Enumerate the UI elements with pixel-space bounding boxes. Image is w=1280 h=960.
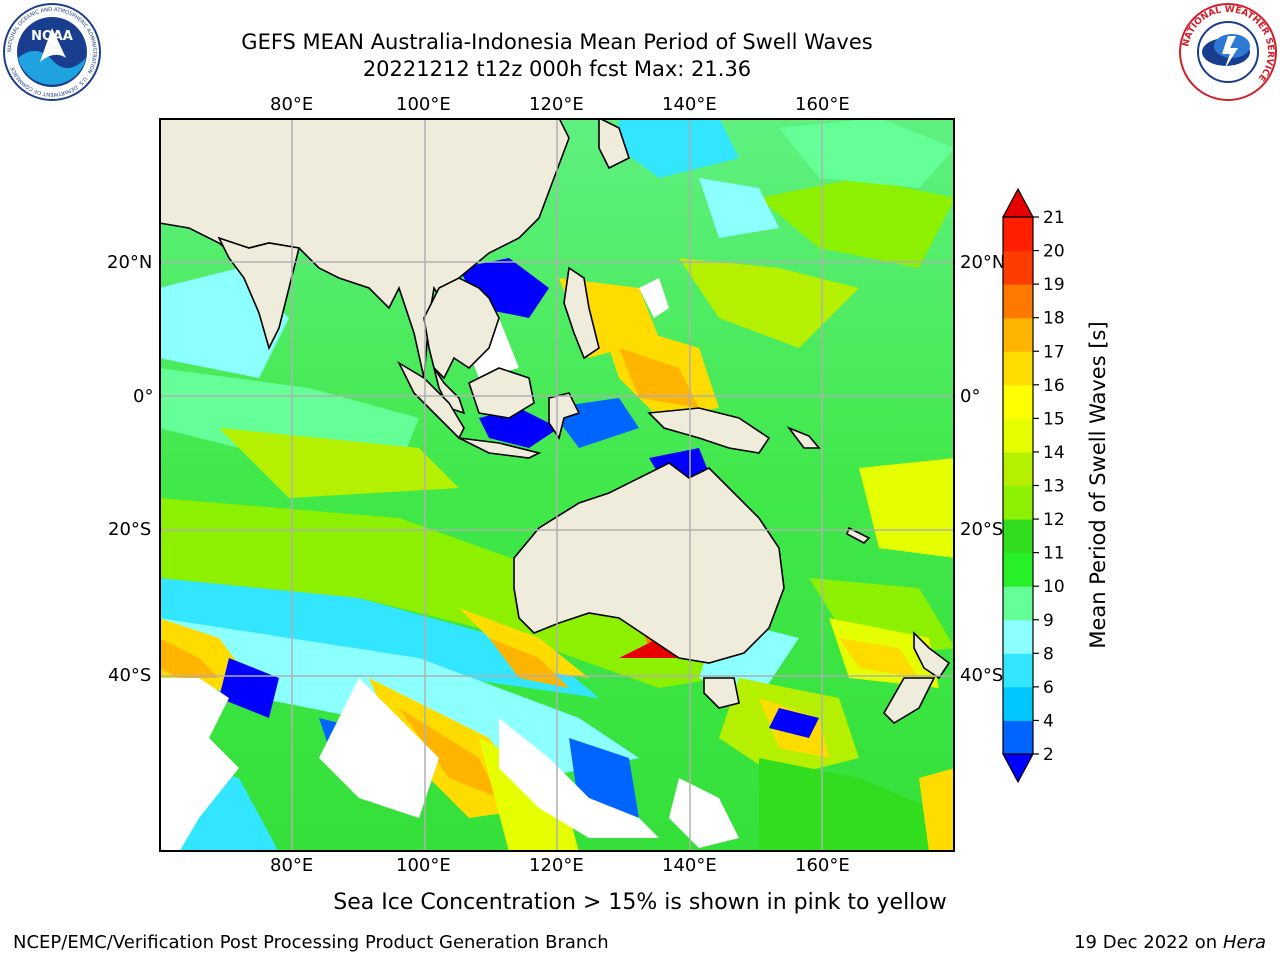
land-tasmania [703,677,740,709]
lon-tick-bottom: 100°E [396,855,451,876]
land-java [458,437,542,459]
colorbar-segment [1003,250,1033,285]
colorbar-tick-label: 2 [1043,745,1054,765]
colorbar-tick-label: 10 [1043,577,1065,597]
noaa-logo: NATIONAL OCEANIC AND ATMOSPHERIC ADMINIS… [3,3,101,101]
colorbar-extend-min [1001,753,1035,784]
credit-left: NCEP/EMC/Verification Post Processing Pr… [13,932,609,953]
colorbar-tick-label: 20 [1043,242,1065,262]
land-philippines [563,266,600,360]
colorbar-segment [1003,720,1033,755]
credit-host: Hera [1222,932,1266,953]
graticule [159,118,955,852]
lat-tick-right: 20°S [960,519,1004,540]
colorbar-tick-label: 6 [1043,678,1054,698]
colorbar-tick-label: 4 [1043,711,1054,731]
colorbar-segment [1003,384,1033,419]
land-solomon [786,426,821,449]
colorbar-segment [1003,552,1033,587]
colorbar-segment [1003,485,1033,520]
lon-tick-bottom: 120°E [529,855,584,876]
lat-tick-right: 0° [960,386,981,407]
colorbar-tick-label: 18 [1043,309,1065,329]
lon-tick-top: 160°E [795,94,850,115]
colorbar-segment [1003,217,1033,252]
lat-tick-right: 20°N [960,252,1006,273]
colorbar-segment [1003,686,1033,721]
colorbar-tick-label: 16 [1043,376,1065,396]
lat-tick-right: 40°S [960,665,1004,686]
lon-tick-bottom: 140°E [662,855,717,876]
land-japan [598,118,630,170]
lon-tick-bottom: 160°E [795,855,850,876]
lon-tick-top: 80°E [270,94,314,115]
lon-tick-bottom: 80°E [270,855,314,876]
land-india [217,236,300,351]
colorbar-tick-label: 12 [1043,510,1065,530]
colorbar-label: Mean Period of Swell Waves [s] [1086,321,1110,648]
land-new-zealand-south [883,677,936,725]
colorbar-segment [1003,351,1033,386]
colorbar-segment [1003,451,1033,486]
colorbar-tick-label: 21 [1043,208,1065,228]
land-sumatra [397,360,465,440]
land-new-zealand-north [913,631,951,680]
colorbar-tick-label: 8 [1043,644,1054,664]
sea-ice-note: Sea Ice Concentration > 15% is shown in … [333,890,947,915]
lat-tick-left: 0° [133,386,154,407]
colorbar-segment [1003,418,1033,453]
map-subtitle: 20221212 t12z 000h fcst Max: 21.36 [362,57,752,81]
map-title: GEFS MEAN Australia-Indonesia Mean Perio… [241,30,873,54]
credit-date: 19 Dec 2022 on [1074,932,1218,953]
colorbar-tick-label: 11 [1043,544,1065,564]
map-border [159,118,955,852]
lat-tick-left: 40°S [108,665,152,686]
colorbar-segment [1003,586,1033,621]
noaa-wordmark: NOAA [31,29,73,44]
colorbar-tick-label: 15 [1043,409,1065,429]
colorbar-segment [1003,284,1033,319]
land [159,118,951,725]
colorbar-ticks: 2 4 6 8 9 10 11 12 13 14 15 16 17 18 19 20 21 [1033,208,1065,765]
colorbar-segments [1001,187,1035,784]
colorbar-tick-label: 19 [1043,275,1065,295]
colorbar-extend-max [1001,187,1035,218]
credit-right: 19 Dec 2022 on Hera [1074,932,1266,953]
colorbar-tick-label: 9 [1043,611,1054,631]
lat-tick-left: 20°S [108,519,152,540]
colorbar-segment [1003,653,1033,688]
lon-tick-top: 100°E [396,94,451,115]
colorbar: 2 4 6 8 9 10 11 12 13 14 15 16 17 18 19 20 21 Mean Perio… [1001,187,1110,784]
swell-period-map [159,118,955,852]
colorbar-tick-label: 17 [1043,342,1065,362]
lat-tick-left: 20°N [107,252,153,273]
lon-tick-top: 120°E [529,94,584,115]
colorbar-segment [1003,619,1033,654]
nws-logo: NATIONAL WEATHER SERVICE [1179,3,1277,101]
land-malay [433,367,466,415]
land-new-caledonia [846,526,871,544]
land-new-guinea [647,407,771,454]
land-australia [513,462,785,664]
lon-tick-top: 140°E [662,94,717,115]
colorbar-segment [1003,317,1033,352]
colorbar-tick-label: 14 [1043,443,1065,463]
colorbar-tick-label: 13 [1043,477,1065,497]
land-borneo [468,367,535,419]
colorbar-segment [1003,519,1033,554]
